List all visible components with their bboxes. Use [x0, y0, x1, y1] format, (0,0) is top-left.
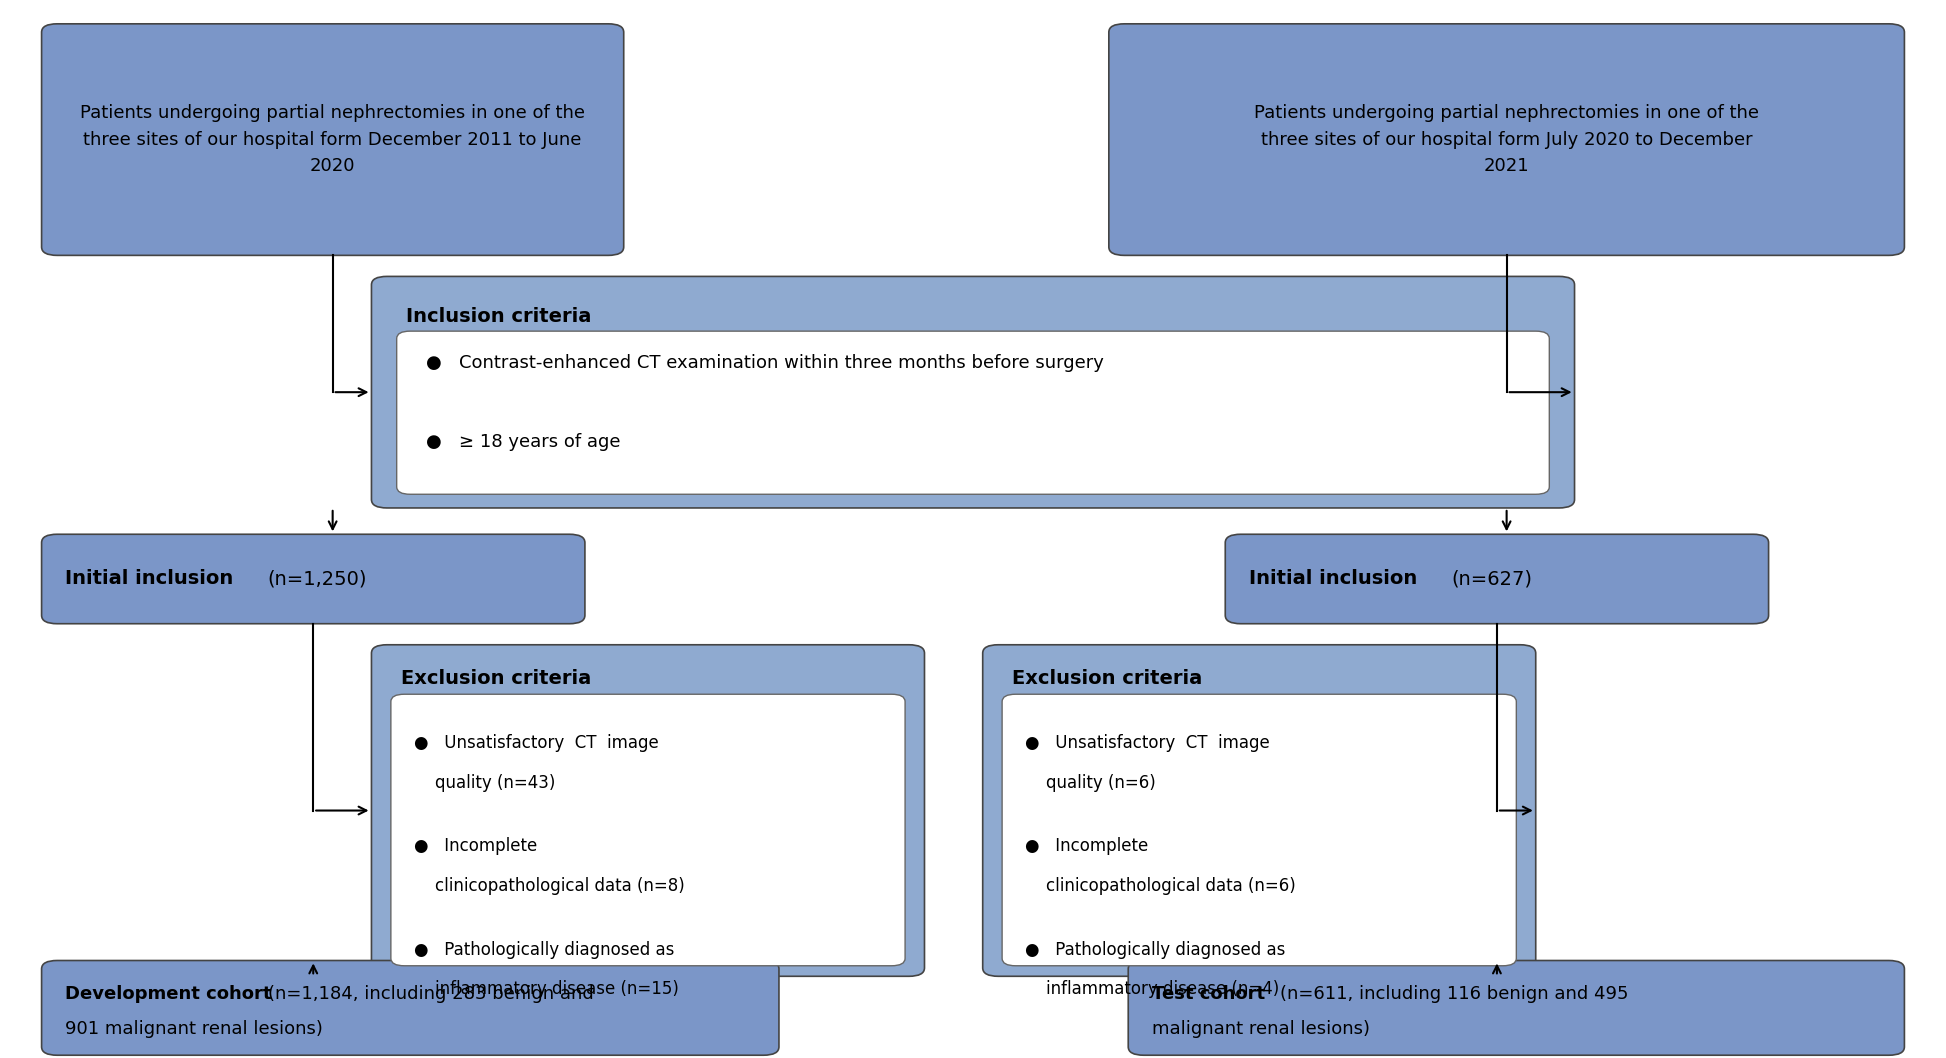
- FancyBboxPatch shape: [41, 24, 625, 255]
- Text: 901 malignant renal lesions): 901 malignant renal lesions): [64, 1020, 323, 1038]
- FancyBboxPatch shape: [41, 534, 586, 624]
- Text: Patients undergoing partial nephrectomies in one of the
three sites of our hospi: Patients undergoing partial nephrectomie…: [80, 104, 586, 175]
- Text: ●   Pathologically diagnosed as: ● Pathologically diagnosed as: [1026, 941, 1286, 959]
- FancyBboxPatch shape: [1002, 694, 1516, 966]
- FancyBboxPatch shape: [41, 961, 778, 1055]
- Text: quality (n=6): quality (n=6): [1026, 774, 1156, 792]
- Text: (n=627): (n=627): [1452, 569, 1532, 588]
- Text: (n=1,184, including 283 benign and: (n=1,184, including 283 benign and: [269, 985, 594, 1003]
- Text: (n=611, including 116 benign and 495: (n=611, including 116 benign and 495: [1280, 985, 1629, 1003]
- Text: (n=1,250): (n=1,250): [267, 569, 368, 588]
- Text: Patients undergoing partial nephrectomies in one of the
three sites of our hospi: Patients undergoing partial nephrectomie…: [1253, 104, 1759, 175]
- Text: ●   Pathologically diagnosed as: ● Pathologically diagnosed as: [414, 941, 675, 959]
- FancyBboxPatch shape: [372, 644, 924, 977]
- Text: ●   Unsatisfactory  CT  image: ● Unsatisfactory CT image: [1026, 734, 1271, 752]
- FancyBboxPatch shape: [1129, 961, 1905, 1055]
- FancyBboxPatch shape: [1109, 24, 1905, 255]
- Text: ●   Unsatisfactory  CT  image: ● Unsatisfactory CT image: [414, 734, 660, 752]
- Text: Initial inclusion: Initial inclusion: [64, 569, 239, 588]
- FancyBboxPatch shape: [391, 694, 905, 966]
- Text: Development cohort: Development cohort: [64, 985, 278, 1003]
- Text: Inclusion criteria: Inclusion criteria: [407, 307, 592, 326]
- Text: clinicopathological data (n=6): clinicopathological data (n=6): [1026, 877, 1296, 895]
- FancyBboxPatch shape: [983, 644, 1535, 977]
- Text: quality (n=43): quality (n=43): [414, 774, 555, 792]
- Text: inflammatory disease (n=4): inflammatory disease (n=4): [1026, 981, 1280, 999]
- Text: inflammatory disease (n=15): inflammatory disease (n=15): [414, 981, 679, 999]
- Text: ●   Incomplete: ● Incomplete: [1026, 837, 1148, 855]
- Text: clinicopathological data (n=8): clinicopathological data (n=8): [414, 877, 685, 895]
- Text: Initial inclusion: Initial inclusion: [1249, 569, 1424, 588]
- Text: ●   Contrast-enhanced CT examination within three months before surgery: ● Contrast-enhanced CT examination withi…: [426, 353, 1103, 371]
- FancyBboxPatch shape: [397, 331, 1549, 494]
- Text: Test cohort: Test cohort: [1152, 985, 1271, 1003]
- Text: Exclusion criteria: Exclusion criteria: [1012, 669, 1203, 688]
- Text: Exclusion criteria: Exclusion criteria: [401, 669, 592, 688]
- Text: ●   Incomplete: ● Incomplete: [414, 837, 537, 855]
- Text: ●   ≥ 18 years of age: ● ≥ 18 years of age: [426, 433, 621, 451]
- FancyBboxPatch shape: [372, 276, 1574, 508]
- Text: malignant renal lesions): malignant renal lesions): [1152, 1020, 1370, 1038]
- FancyBboxPatch shape: [1226, 534, 1769, 624]
